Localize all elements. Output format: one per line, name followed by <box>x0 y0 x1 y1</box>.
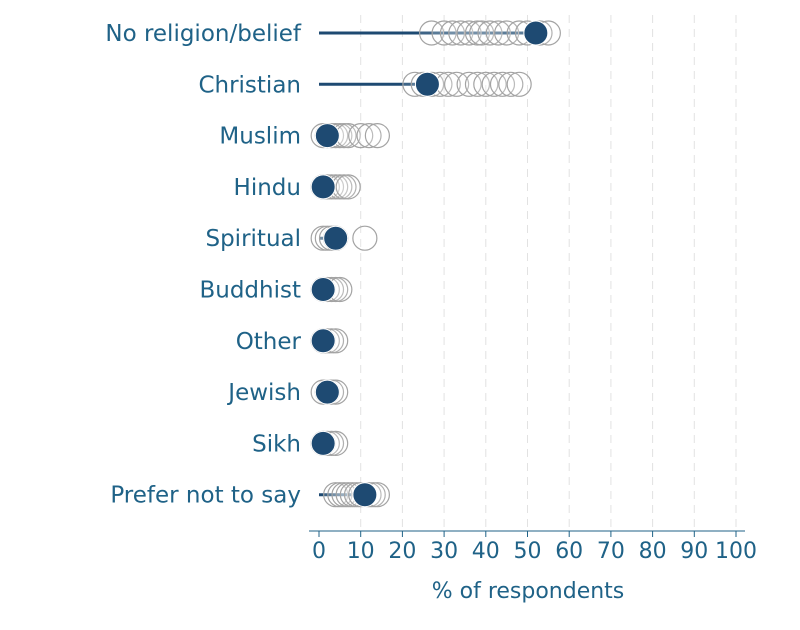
comparison-point <box>498 71 524 97</box>
row-7 <box>310 379 349 405</box>
row-6 <box>310 328 349 354</box>
row-0 <box>319 20 561 46</box>
category-label: Buddhist <box>199 278 301 304</box>
x-tick-label-50: 50 <box>514 539 542 564</box>
x-tick-label-80: 80 <box>639 539 667 564</box>
category-label: Other <box>236 329 302 355</box>
x-tick-label-70: 70 <box>597 539 625 564</box>
row-2 <box>310 123 390 149</box>
highlighted-point <box>523 20 549 46</box>
x-tick-label-100: 100 <box>715 539 757 564</box>
x-tick-label-90: 90 <box>680 539 708 564</box>
highlighted-point <box>310 430 336 456</box>
row-1 <box>319 71 532 97</box>
category-label: Jewish <box>226 380 301 406</box>
row-5 <box>310 276 353 303</box>
x-tick-label-20: 20 <box>388 539 416 564</box>
category-labels: No religion/belief Christian Muslim Hindu Sp… <box>105 21 302 509</box>
series-layer <box>310 20 561 508</box>
category-label: Spiritual <box>205 226 301 252</box>
highlighted-point <box>414 71 440 97</box>
highlighted-point <box>314 379 340 405</box>
highlighted-point <box>352 482 378 508</box>
comparison-point <box>364 123 390 149</box>
comparison-point <box>352 225 378 251</box>
category-label: Christian <box>198 72 301 98</box>
row-4 <box>310 225 378 251</box>
category-label: No religion/belief <box>105 21 302 47</box>
x-axis-title: % of respondents <box>432 579 625 604</box>
highlighted-point <box>310 174 336 200</box>
row-9 <box>319 482 390 508</box>
x-tick-label-0: 0 <box>312 539 326 564</box>
comparison-point <box>356 123 382 149</box>
highlighted-point <box>310 328 336 354</box>
x-tick-label-60: 60 <box>555 539 583 564</box>
category-label: Sikh <box>252 431 301 457</box>
comparison-point <box>506 71 532 97</box>
x-tick-label-30: 30 <box>430 539 458 564</box>
comparison-point <box>335 174 361 200</box>
highlighted-point <box>314 123 340 149</box>
row-3 <box>310 174 361 200</box>
row-8 <box>310 430 349 456</box>
category-label: Muslim <box>219 124 301 150</box>
x-tick-label-10: 10 <box>347 539 375 564</box>
comparison-point <box>485 20 511 46</box>
highlighted-point <box>310 277 336 302</box>
category-label: Prefer not to say <box>110 483 301 509</box>
category-label: Hindu <box>234 175 301 201</box>
x-tick-label-40: 40 <box>472 539 500 564</box>
grid-layer <box>360 15 737 531</box>
highlighted-point <box>323 225 349 251</box>
x-axis: 0 10 20 30 40 50 60 70 80 90 100 <box>309 530 757 564</box>
